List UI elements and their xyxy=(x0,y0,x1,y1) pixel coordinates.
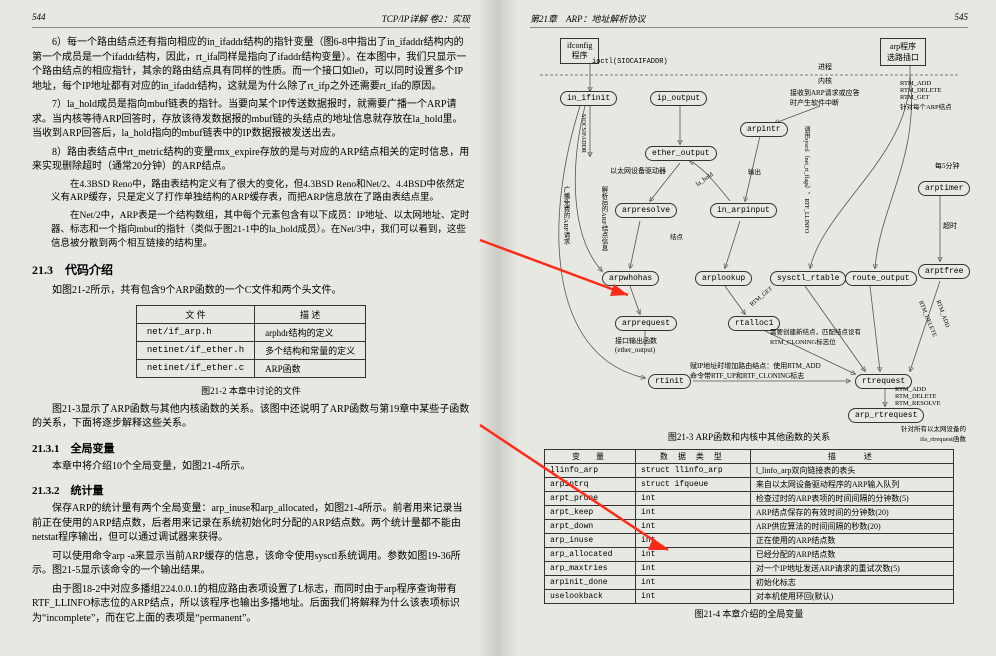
table-row: arpt_pruneint检查过时的ARP表项的时间间隔的分钟数(5) xyxy=(545,492,954,506)
label-ioctl: ioctl(SIOCAIFADDR) xyxy=(592,58,668,66)
table-row: netinet/if_ether.h多个结构和常量的定义 xyxy=(136,341,365,359)
node-arprequest: arprequest xyxy=(615,316,677,331)
vlabel-arpinfo: 解析后的ARP结点信息 xyxy=(598,186,608,251)
node-in-ifinit: in_ifinit xyxy=(560,91,617,106)
book-title: TCP/IP详解 卷2：实现 xyxy=(382,12,470,25)
paragraph: 可以使用命令arp -a来显示当前ARP缓存的信息，该命令使用sysctl系统调… xyxy=(32,550,470,579)
note-ip: 赋IP地址时增加路由结点：使用RTM_ADD命令带RTF_UP和RTF_CLON… xyxy=(690,361,860,381)
note-clone: 需要创建新结点，匹配结点设有RTM_CLONING标志位 xyxy=(770,326,910,346)
subsection-title: 21.3.1 全局变量 xyxy=(32,440,470,456)
right-header: 第21章 ARP：地址解析协议 545 xyxy=(530,12,968,28)
table-row: arp_maxtriesint对一个IP地址发送ARP请求的重试次数(5) xyxy=(545,562,954,576)
node-ip-output: ip_output xyxy=(650,91,707,106)
vlabel-sioc: SIOCSIFADDR xyxy=(580,114,586,153)
vartable-caption: 图21-4 本章介绍的全局变量 xyxy=(530,607,968,620)
table-row: arpinit_doneint初始化标志 xyxy=(545,576,954,590)
note-recv: 接收到ARP请求或应答时产生软件中断 xyxy=(790,88,890,108)
label-every5: 每5分钟 xyxy=(935,161,960,171)
table-row: arp_inuseint正在使用的ARP结点数 xyxy=(545,534,954,548)
paragraph: 7）la_hold成员是指向mbuf链表的指针。当要向某个IP传送数据报时，就需… xyxy=(32,98,470,142)
node-arptimer: arptimer xyxy=(918,181,970,196)
table-row: arpt_keepintARP结点保存的有效时间的分钟数(20) xyxy=(545,506,954,520)
table-head: 描 述 xyxy=(255,305,366,323)
node-sysctl-rtable: sysctl_rtable xyxy=(770,271,846,286)
note-bottom: 针对所有以太网设备的ifa_rtrequest函数 xyxy=(836,423,966,443)
vth: 描 述 xyxy=(750,450,953,464)
node-route-output: route_output xyxy=(845,271,917,286)
note-rtm: RTM_ADDRTM_DELETERTM_GET针对每个ARP结点 xyxy=(900,80,952,111)
paragraph: 图21-3显示了ARP函数与其他内核函数的关系。该图中还说明了ARP函数与第19… xyxy=(32,403,470,432)
right-page: 第21章 ARP：地址解析协议 545 xyxy=(498,0,996,656)
vlabel-rtmadd: RTM_ADD xyxy=(935,300,950,329)
table-head: 文 件 xyxy=(136,305,254,323)
paragraph: 由于图18-2中对应多播组224.0.0.1的相应路由表项设置了L标志，而同时由… xyxy=(32,583,470,627)
table-caption: 图21-2 本章中讨论的文件 xyxy=(32,384,470,397)
page-num-left: 544 xyxy=(32,12,46,25)
table-row: arpintrqstruct ifqueue来自以太网设备驱动程序的ARP输入队… xyxy=(545,478,954,492)
node-rtinit: rtinit xyxy=(648,374,691,389)
table-row: net/if_arp.harphdr结构的定义 xyxy=(136,323,365,341)
vlabel-hold: la_hold xyxy=(695,171,715,188)
paragraph: 6）每一个路由结点还有指向相应的in_ifaddr结构的指针变量（图6-8中指出… xyxy=(32,36,470,94)
table-row: uselookbackint对本机使用环回(默认) xyxy=(545,590,954,604)
node-arp-rtrequest: arp_rtrequest xyxy=(848,408,924,423)
label-process: 进程 xyxy=(818,62,832,72)
table-row: llinfo_arpstruct llinfo_arpl_linfo_arp双向… xyxy=(545,464,954,478)
subsection-title: 21.3.2 统计量 xyxy=(32,482,470,498)
vlabel-output: 输出 xyxy=(748,166,761,176)
left-page: 544 TCP/IP详解 卷2：实现 6）每一个路由结点还有指向相应的in_if… xyxy=(0,0,498,656)
chapter-title: 第21章 ARP：地址解析协议 xyxy=(530,12,646,25)
vlabel-sysctl: 调用sysctl（net_rt_flags），RTF_LLINFO xyxy=(802,126,811,233)
label-ether-output-fn: 接口输出函数(ether_output) xyxy=(615,336,657,354)
vth: 变 量 xyxy=(545,450,636,464)
paragraph: 保存ARP的统计量有两个全局变量：arp_inuse和arp_allocated… xyxy=(32,502,470,546)
paragraph-note: 在Net/2中，ARP表是一个结构数组，其中每个元素包含有以下成员：IP地址、以… xyxy=(32,210,470,251)
page-num-right: 545 xyxy=(955,12,969,25)
table-row: arpt_downintARP供应算法的时间间隔的秒数(20) xyxy=(545,520,954,534)
paragraph-note: 在4.3BSD Reno中，路由表结构定义有了很大的变化，但4.3BSD Ren… xyxy=(32,179,470,207)
table-row: arp_allocatedint已经分配的ARP结点数 xyxy=(545,548,954,562)
label-timeout: 超时 xyxy=(943,221,957,231)
vlabel-rtmdel: RTM_DELETE xyxy=(917,300,937,338)
node-arpintr: arpintr xyxy=(740,122,788,137)
table-row: netinet/if_ether.cARP函数 xyxy=(136,359,365,377)
paragraph: 本章中将介绍10个全局变量，如图21-4所示。 xyxy=(32,460,470,475)
node-arpwhohas: arpwhohas xyxy=(602,271,659,286)
note-rtm2: RTM_ADDRTM_DELETERTM_RESOLVE xyxy=(895,386,941,407)
paragraph: 8）路由表结点中rt_metric结构的变量rmx_expire存放的是与对应的… xyxy=(32,146,470,175)
node-arptfree: arptfree xyxy=(918,264,970,279)
label-kernel: 内核 xyxy=(818,76,832,86)
node-arplookup: arplookup xyxy=(695,271,752,286)
node-ether-output: ether_output xyxy=(645,146,717,161)
label-ether-driver: 以太网设备驱动器 xyxy=(610,166,666,176)
vth: 数 据 类 型 xyxy=(636,450,751,464)
file-table: 文 件 描 述 net/if_arp.harphdr结构的定义 netinet/… xyxy=(136,305,366,378)
node-arpresolve: arpresolve xyxy=(615,203,677,218)
section-title: 21.3 代码介绍 xyxy=(32,261,470,278)
paragraph: 如图21-2所示，共有包含9个ARP函数的一个C文件和两个头文件。 xyxy=(32,284,470,299)
vlabel-freearp: 广播免费的ARP请求 xyxy=(560,186,570,244)
node-in-arpinput: in_arpinput xyxy=(710,203,777,218)
variables-table: 变 量 数 据 类 型 描 述 llinfo_arpstruct llinfo_… xyxy=(544,449,954,604)
arp-diagram: ifconfig程序 ioctl(SIOCAIFADDR) arp程序选路插口 … xyxy=(530,36,970,426)
left-header: 544 TCP/IP详解 卷2：实现 xyxy=(32,12,470,28)
vlabel-result: 结点 xyxy=(670,231,683,241)
vlabel-rtmget: RTM_GET xyxy=(749,286,774,308)
node-arpprog: arp程序选路插口 xyxy=(880,38,926,66)
